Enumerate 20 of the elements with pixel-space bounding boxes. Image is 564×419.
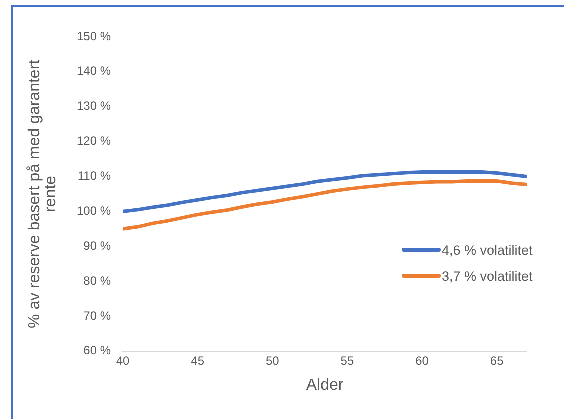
y-tick-label: 130 % — [76, 99, 112, 114]
x-tick-label: 50 — [266, 354, 280, 368]
x-tick-label: 65 — [490, 354, 504, 368]
y-tick-label: 100 % — [76, 204, 112, 218]
y-tick-label: 150 % — [76, 29, 112, 44]
y-tick-label: 60 % — [84, 344, 112, 358]
legend-label: 4,6 % volatilitet — [442, 242, 533, 258]
y-axis-title: % av reserve basert på med garantert rente — [26, 59, 60, 328]
x-axis-title: Alder — [306, 376, 344, 394]
y-tick-label: 80 % — [84, 274, 112, 288]
x-tick-label: 60 — [416, 354, 430, 368]
x-tick-label: 55 — [340, 354, 354, 368]
y-tick-label: 120 % — [76, 134, 112, 148]
y-tick-label: 110 % — [78, 169, 112, 184]
y-tick-label: 90 % — [84, 238, 112, 253]
legend-label: 3,7 % volatilitet — [442, 268, 533, 284]
y-tick-label: 140 % — [76, 64, 112, 78]
x-tick-label: 40 — [116, 354, 130, 368]
x-tick-label: 45 — [191, 354, 205, 368]
y-tick-label: 70 % — [84, 308, 112, 323]
